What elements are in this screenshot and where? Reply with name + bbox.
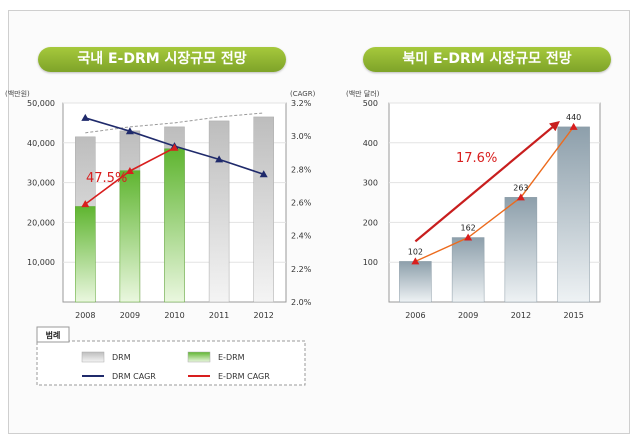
legend-swatch: [187, 351, 211, 363]
right-lines: [411, 120, 578, 265]
right-ticks: 100 200 300 400 500 2006 2009 2012 2015 102 162 263…: [363, 99, 584, 320]
right-y-tick: 2.2%: [291, 265, 312, 274]
right-y-unit: (CAGR): [290, 90, 316, 98]
left-cagr-annotation: 47.5%: [86, 171, 127, 186]
right-chart-y-unit: (백만 달러): [346, 89, 380, 98]
na-bar: [451, 237, 485, 303]
na-bar: [504, 197, 538, 303]
left-lines: [81, 113, 268, 208]
right-y-tick: 3.2%: [291, 99, 312, 108]
left-x-tick: 2011: [209, 311, 229, 320]
right-chart-y-tick: 100: [363, 258, 378, 267]
left-x-tick: 2009: [120, 311, 140, 320]
right-chart-x-tick: 2006: [405, 311, 425, 320]
drm-cagr-marker: [125, 127, 134, 135]
edrm-cagr-marker: [125, 166, 134, 174]
right-chart-y-tick: 300: [363, 179, 378, 188]
legend-label: E-DRM: [218, 353, 245, 362]
right-y-tick: 2.8%: [291, 165, 312, 174]
left-y-tick: 10,000: [27, 258, 55, 267]
legend-label: DRM: [112, 353, 131, 362]
right-chart-x-tick: 2012: [511, 311, 531, 320]
na-growth-marker: [464, 233, 473, 241]
drm-bar: [253, 116, 274, 303]
legend-title-tab: [36, 326, 70, 343]
na-cagr-arrow: [414, 120, 560, 243]
left-y-tick: 30,000: [27, 179, 55, 188]
na-value-label: 102: [408, 247, 423, 256]
right-y-tick: 3.0%: [291, 132, 312, 141]
na-bar: [557, 126, 590, 303]
drm-cagr-marker: [259, 170, 268, 178]
na-value-label: 162: [460, 224, 475, 233]
legend-swatch: [81, 351, 105, 363]
edrm-bar: [119, 170, 141, 303]
left-y-unit: (백만원): [5, 89, 30, 98]
right-cagr-annotation: 17.6%: [456, 151, 497, 166]
edrm-cagr-marker: [170, 143, 179, 151]
left-x-tick: 2010: [164, 311, 184, 320]
right-y-tick: 2.0%: [291, 298, 312, 307]
legend-box: [36, 340, 306, 386]
na-bar: [399, 261, 432, 303]
legend-title: 범례: [46, 330, 61, 340]
legend-label: E-DRM CAGR: [218, 372, 270, 381]
right-chart-y-tick: 500: [363, 99, 378, 108]
right-chart-x-tick: 2015: [563, 311, 583, 320]
na-growth-marker: [516, 193, 525, 201]
right-y-tick: 2.4%: [291, 232, 312, 241]
na-growth-line: [415, 126, 575, 263]
right-chart-y-tick: 400: [363, 139, 378, 148]
drm-cagr-marker: [215, 155, 224, 163]
na-growth-marker: [411, 257, 420, 265]
right-bars: [399, 126, 590, 303]
legend-items: DRM E-DRM DRM CAGR E-DRM CAGR: [81, 351, 270, 381]
legend-label: DRM CAGR: [112, 372, 156, 381]
left-bars: [75, 112, 274, 303]
left-chart-title: 국내 E-DRM 시장규모 전망: [38, 47, 286, 72]
edrm-bar: [75, 206, 96, 303]
right-chart-title: 북미 E-DRM 시장규모 전망: [363, 47, 611, 72]
left-y-tick: 20,000: [27, 218, 55, 227]
left-y-tick: 50,000: [27, 99, 55, 108]
edrm-cagr-marker: [81, 200, 90, 208]
drm-cagr-marker: [81, 113, 90, 121]
left-x-tick: 2008: [75, 311, 95, 320]
drm-bar: [208, 120, 230, 303]
na-growth-marker: [569, 122, 578, 130]
left-ticks: 10,000 20,000 30,000 40,000 50,000 2.0% 2.2% 2.…: [27, 99, 312, 320]
right-y-tick: 2.6%: [291, 199, 312, 208]
right-chart-x-tick: 2009: [458, 311, 478, 320]
na-value-label: 440: [566, 113, 581, 122]
right-chart-y-tick: 200: [363, 218, 378, 227]
left-y-tick: 40,000: [27, 139, 55, 148]
left-x-tick: 2012: [254, 311, 274, 320]
edrm-bar: [164, 148, 185, 303]
na-value-label: 263: [513, 183, 528, 192]
